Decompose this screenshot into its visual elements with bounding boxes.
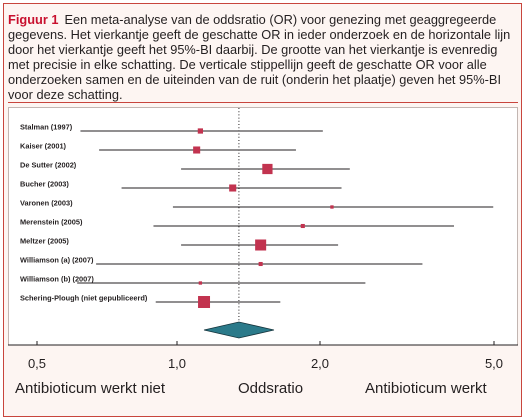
caption-line: voor deze schatting.: [8, 87, 123, 102]
caption-separator: [8, 102, 518, 103]
study-row: Schering-Plough (niet gepubliceerd): [20, 294, 281, 308]
study-row: Williamson (a) (2007): [20, 256, 423, 267]
figure-caption: Figuur 1 Een meta-analyse van de oddsrati…: [8, 12, 510, 102]
study-estimate-square: [262, 163, 273, 175]
study-row: De Sutter (2002): [20, 161, 350, 175]
study-label: Kaiser (2001): [20, 142, 67, 151]
study-label: Schering-Plough (niet gepubliceerd): [20, 294, 148, 303]
study-row: Stalman (1997): [20, 123, 323, 134]
study-estimate-square: [197, 128, 204, 134]
caption-line: door het vierkantje geeft het 95%-BI daa…: [8, 42, 498, 57]
study-label: Bucher (2003): [20, 180, 69, 189]
study-row: Bucher (2003): [20, 180, 342, 192]
x-axis-ticks: 0,5 1,0 2,0 5,0: [28, 341, 503, 371]
study-row: Varonen (2003): [20, 199, 494, 209]
study-estimate-square: [229, 184, 237, 192]
study-estimate-square: [198, 281, 203, 285]
study-label: Williamson (a) (2007): [20, 256, 94, 265]
caption-line: gegevens. Het vierkantje geeft de gescha…: [8, 27, 511, 42]
x-tick-label: 0,5: [28, 356, 46, 371]
pooled-estimate-diamond: [203, 321, 275, 339]
x-axis-left-annotation: Antibioticum werkt niet: [15, 380, 166, 397]
caption-line: met precisie in elke schatting. De verti…: [8, 57, 487, 72]
x-tick-label: 5,0: [485, 356, 503, 371]
study-label: Merenstein (2005): [20, 218, 83, 227]
study-label: De Sutter (2002): [20, 161, 77, 170]
study-estimate-square: [258, 261, 263, 267]
caption-text: Een meta-analyse van de oddsratio (OR) v…: [64, 12, 497, 27]
caption-line: Figuur 1 Een meta-analyse van de oddsrati…: [8, 12, 510, 27]
study-estimate-square: [330, 205, 334, 209]
study-estimate-square: [255, 239, 267, 251]
study-label: Varonen (2003): [20, 199, 73, 208]
study-estimate-square: [193, 146, 201, 154]
study-estimate-square: [198, 296, 211, 308]
caption-line: onderzoeken samen en de uiteinden van de…: [8, 72, 502, 87]
x-axis-right-annotation: Antibioticum werkt: [365, 380, 488, 397]
study-label: Williamson (b) (2007): [20, 275, 94, 284]
study-rows: Stalman (1997) Kaiser (2001) De Sutter (20…: [20, 123, 494, 308]
figure-label: Figuur 1: [8, 12, 59, 27]
study-row: Meltzer (2005): [20, 237, 339, 251]
study-row: Kaiser (2001): [20, 142, 296, 154]
x-tick-label: 1,0: [168, 356, 186, 371]
study-row: Merenstein (2005): [20, 218, 454, 229]
x-tick-label: 2,0: [311, 356, 329, 371]
study-estimate-square: [300, 223, 305, 229]
study-label: Stalman (1997): [20, 123, 73, 132]
study-row: Williamson (b) (2007): [20, 275, 366, 285]
study-label: Meltzer (2005): [20, 237, 69, 246]
x-axis-label: Oddsratio: [238, 380, 303, 397]
